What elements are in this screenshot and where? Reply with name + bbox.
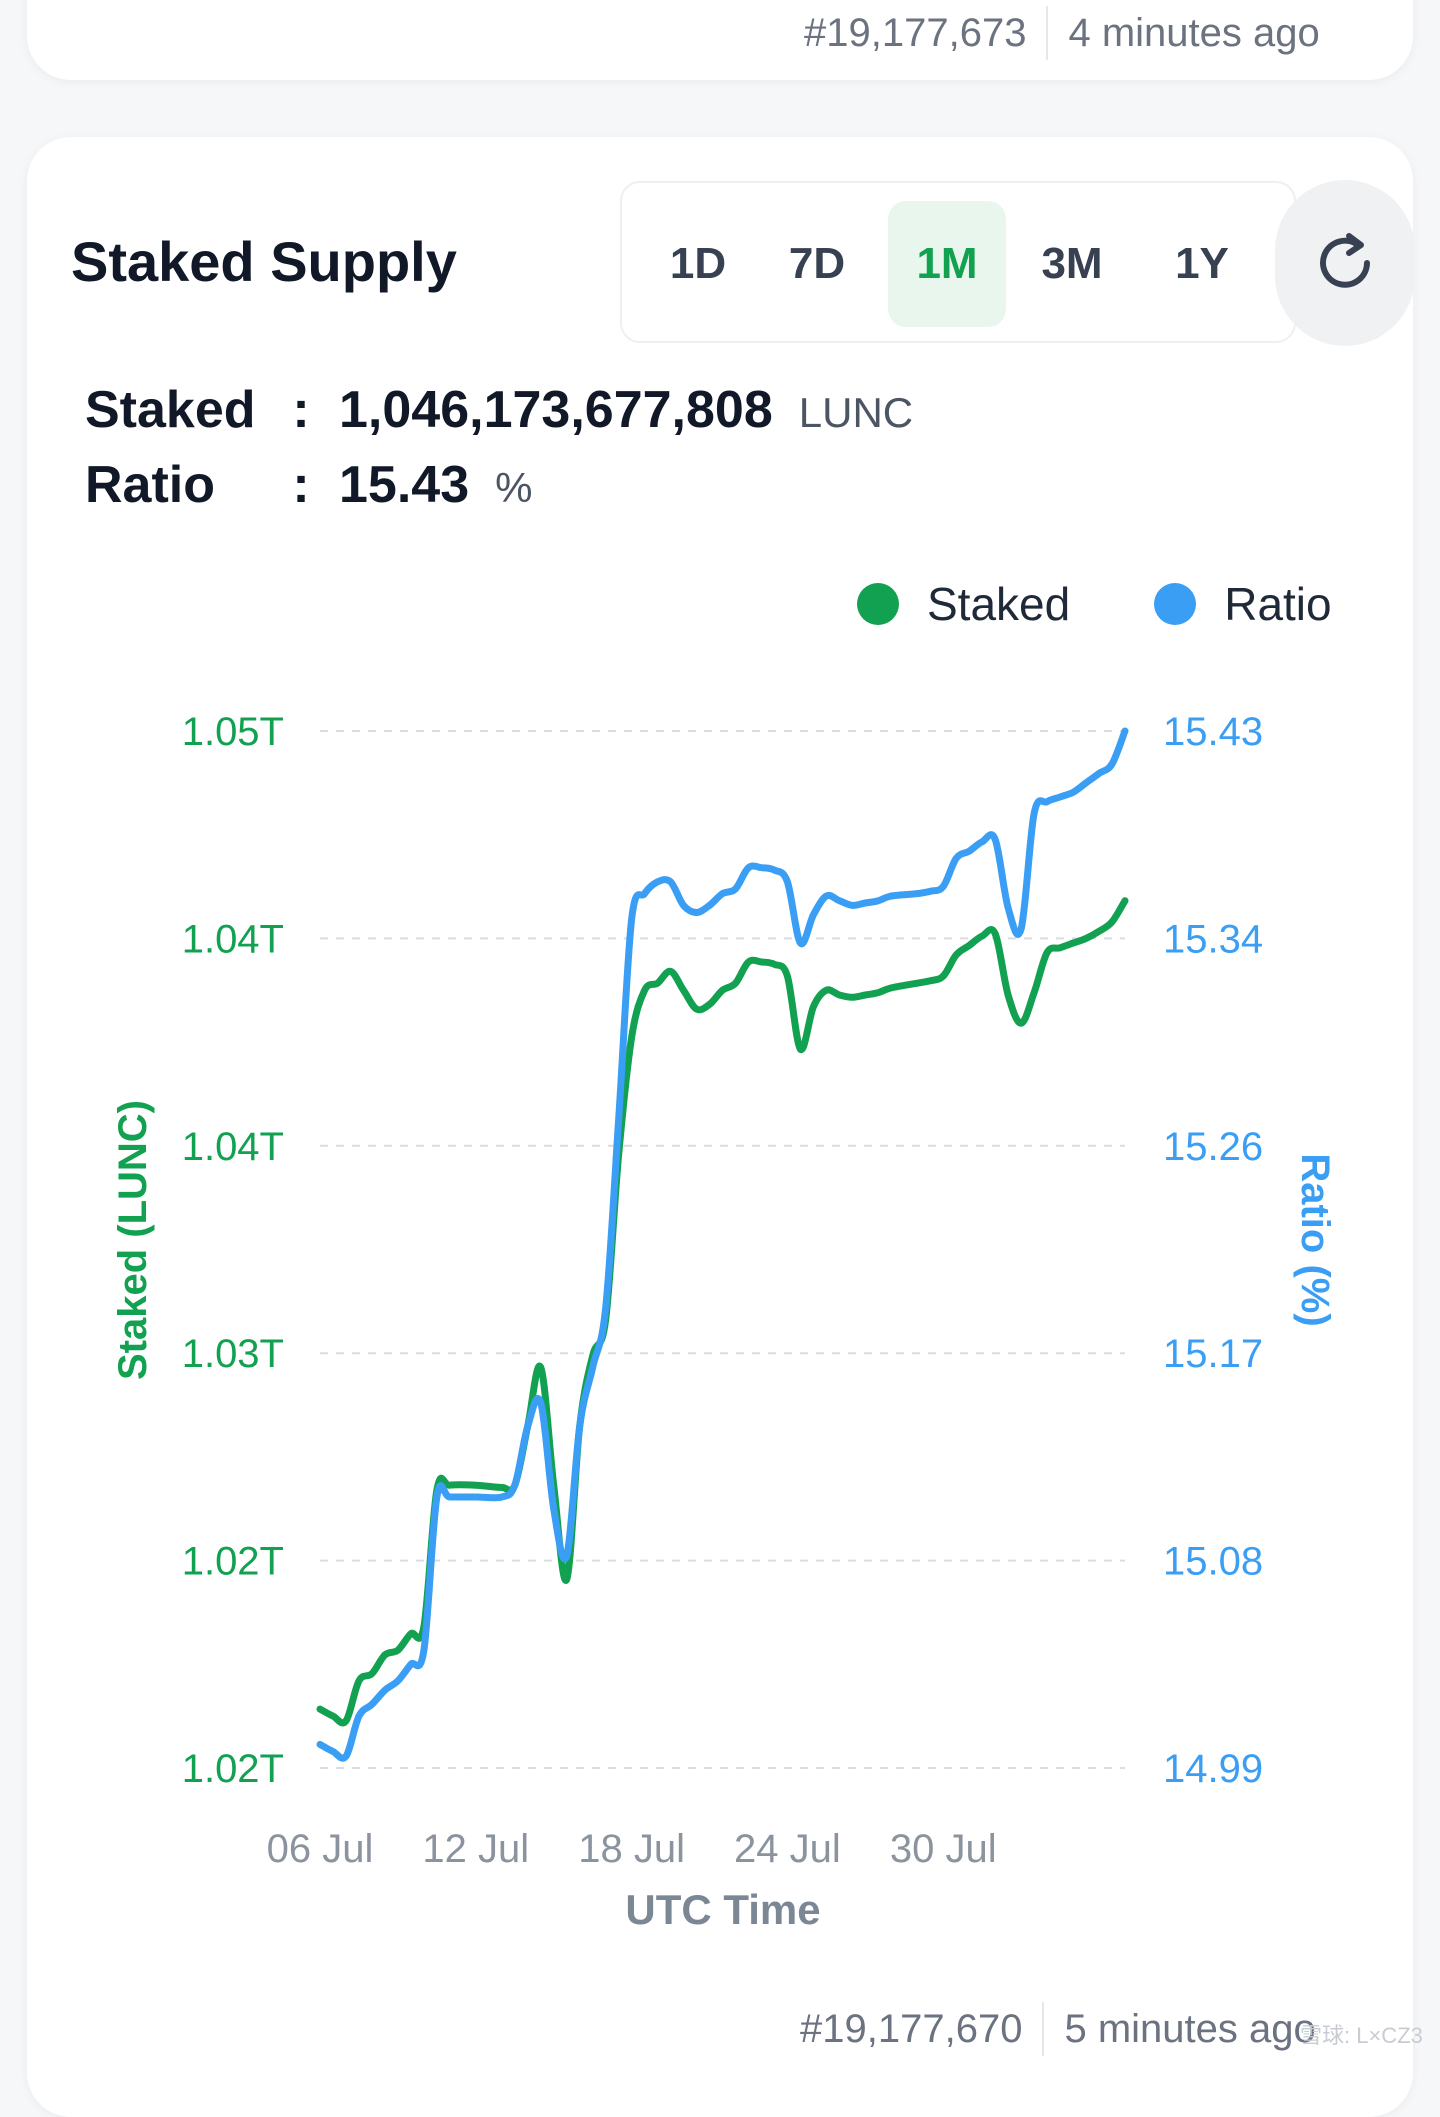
previous-entry-time: 4 minutes ago xyxy=(1068,10,1320,55)
ratio-separator: : xyxy=(292,456,310,514)
x-tick-label: 06 Jul xyxy=(267,1827,374,1871)
staked-supply-chart: 1.05T 1.04T 1.04T 1.03T 1.02T 1.02T 15.43 15.3… xyxy=(111,710,1337,1933)
next-entry-time: 5 minutes ago xyxy=(1064,2006,1316,2051)
right-axis-label: Ratio (%) xyxy=(1293,1153,1337,1326)
left-tick-label: 1.04T xyxy=(182,1125,284,1169)
right-tick-label: 15.17 xyxy=(1163,1332,1263,1376)
chart-gridlines xyxy=(320,730,1125,1769)
x-tick-label: 24 Jul xyxy=(734,1827,841,1871)
card-title: Staked Supply xyxy=(71,230,457,293)
staked-label: Staked xyxy=(85,381,256,439)
time-range-selector: 1D 7D 1M 3M 1Y xyxy=(620,181,1296,343)
range-1d-button[interactable]: 1D xyxy=(648,201,748,327)
x-tick-label: 30 Jul xyxy=(890,1827,997,1871)
staked-supply-card: Staked Supply 1D 7D 1M 3M 1Y Staked : 1,… xyxy=(27,137,1415,2117)
ratio-unit: % xyxy=(495,464,533,511)
next-entry-meta: #19,177,670 5 minutes ago xyxy=(800,2002,1316,2056)
left-axis-label: Staked (LUNC) xyxy=(111,1100,155,1380)
staked-stat: Staked : 1,046,173,677,808 LUNC xyxy=(85,380,913,440)
refresh-icon xyxy=(1320,233,1370,288)
x-axis-label: UTC Time xyxy=(625,1886,820,1933)
x-tick-label: 18 Jul xyxy=(578,1827,685,1871)
right-tick-label: 15.26 xyxy=(1163,1125,1263,1169)
previous-block-number: #19,177,673 xyxy=(804,10,1027,55)
right-tick-label: 15.34 xyxy=(1163,917,1263,961)
left-axis-ticks: 1.05T 1.04T 1.04T 1.03T 1.02T 1.02T xyxy=(182,710,284,1791)
chart-series xyxy=(316,727,1129,1762)
left-tick-label: 1.03T xyxy=(182,1332,284,1376)
range-1m-button[interactable]: 1M xyxy=(888,201,1006,327)
legend-item-ratio[interactable]: Ratio xyxy=(1154,577,1332,631)
meta-divider xyxy=(1042,2002,1045,2056)
ratio-label: Ratio xyxy=(85,456,215,514)
staked-unit: LUNC xyxy=(798,389,914,436)
range-1y-button[interactable]: 1Y xyxy=(1152,201,1252,327)
staked-series-line xyxy=(316,897,1129,1727)
legend-dot-staked xyxy=(857,583,899,625)
previous-entry-card[interactable] xyxy=(27,0,1413,80)
legend-item-staked[interactable]: Staked xyxy=(857,577,1070,631)
refresh-button[interactable] xyxy=(1275,180,1415,346)
left-tick-label: 1.05T xyxy=(182,710,284,754)
range-7d-button[interactable]: 7D xyxy=(767,201,867,327)
left-tick-label: 1.02T xyxy=(182,1747,284,1791)
watermark: 雪球: L×CZ3 xyxy=(1300,2023,1423,2048)
meta-divider xyxy=(1046,6,1049,60)
ratio-value: 15.43 xyxy=(339,456,470,514)
staked-value: 1,046,173,677,808 xyxy=(339,381,773,439)
previous-entry-meta: #19,177,673 4 minutes ago xyxy=(804,6,1320,60)
left-tick-label: 1.04T xyxy=(182,917,284,961)
x-axis-ticks: 06 Jul 12 Jul 18 Jul 24 Jul 30 Jul xyxy=(267,1827,997,1871)
next-block-number: #19,177,670 xyxy=(800,2006,1023,2051)
right-tick-label: 15.08 xyxy=(1163,1540,1263,1584)
x-tick-label: 12 Jul xyxy=(422,1827,529,1871)
left-tick-label: 1.02T xyxy=(182,1540,284,1584)
ratio-stat: Ratio : 15.43 % xyxy=(85,455,533,515)
staked-separator: : xyxy=(292,381,310,439)
chart-legend: Staked Ratio xyxy=(857,577,1332,631)
legend-dot-ratio xyxy=(1154,583,1197,625)
right-tick-label: 14.99 xyxy=(1163,1747,1263,1791)
legend-label-ratio: Ratio xyxy=(1224,578,1332,630)
range-3m-button[interactable]: 3M xyxy=(1022,201,1122,327)
right-axis-ticks: 15.43 15.34 15.26 15.17 15.08 14.99 xyxy=(1163,710,1263,1791)
legend-label-staked: Staked xyxy=(927,578,1071,630)
right-tick-label: 15.43 xyxy=(1163,710,1263,754)
ratio-series-line xyxy=(316,727,1129,1762)
